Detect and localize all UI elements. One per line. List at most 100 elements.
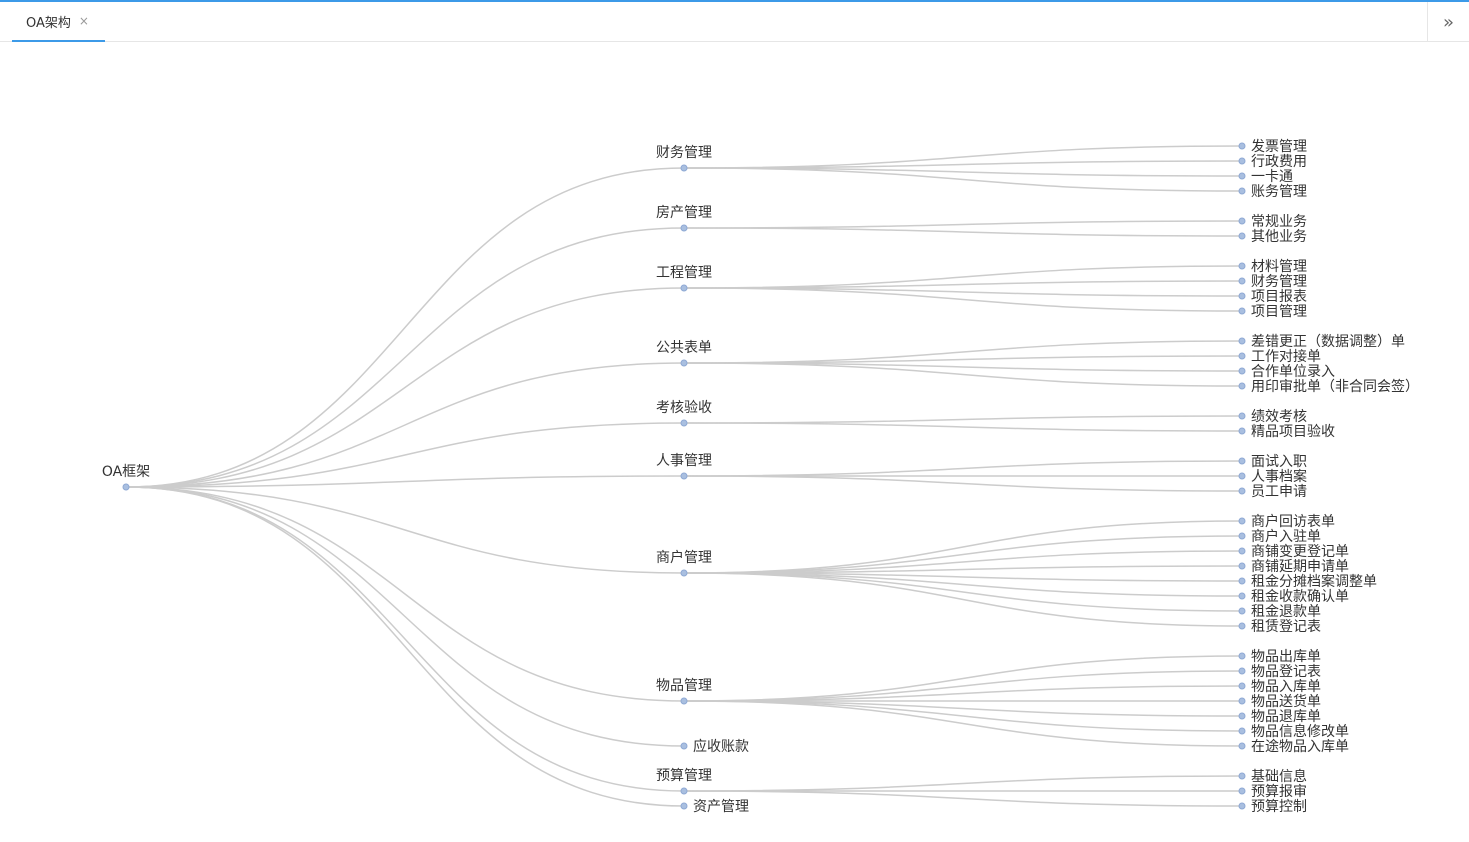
leaf-2-0-dot[interactable] [1238, 262, 1246, 270]
leaf-9-0-dot[interactable] [1238, 772, 1246, 780]
leaf-5-0-label: 面试入职 [1251, 454, 1307, 470]
leaf-4-1-dot[interactable] [1238, 427, 1246, 435]
leaf-0-3-label: 账务管理 [1251, 184, 1307, 200]
link-6-3 [683, 565, 1243, 574]
leaf-0-0-dot[interactable] [1238, 142, 1246, 150]
leaf-5-2-dot[interactable] [1238, 487, 1246, 495]
link-7-1 [683, 670, 1243, 702]
link-root-3 [125, 362, 685, 488]
leaf-0-1-dot[interactable] [1238, 157, 1246, 165]
branch-9-label: 预算管理 [656, 768, 712, 784]
leaf-3-2-label: 合作单位录入 [1251, 364, 1335, 380]
branch-4-label: 考核验收 [656, 400, 712, 416]
link-5-2 [683, 475, 1243, 492]
leaf-9-2-dot[interactable] [1238, 802, 1246, 810]
leaf-2-1-dot[interactable] [1238, 277, 1246, 285]
branch-9-dot[interactable] [680, 787, 688, 795]
root-dot[interactable] [122, 483, 130, 491]
leaf-5-1-dot[interactable] [1238, 472, 1246, 480]
link-1-0 [683, 220, 1243, 229]
leaf-2-2-dot[interactable] [1238, 292, 1246, 300]
leaf-6-2-label: 商铺变更登记单 [1251, 544, 1349, 560]
link-2-1 [683, 280, 1243, 289]
leaf-2-3-dot[interactable] [1238, 307, 1246, 315]
leaf-6-7-dot[interactable] [1238, 622, 1246, 630]
link-7-5 [683, 700, 1243, 732]
leaf-0-2-dot[interactable] [1238, 172, 1246, 180]
double-chevron-right-icon[interactable]: » [1427, 2, 1469, 42]
leaf-4-1-label: 精品项目验收 [1251, 424, 1335, 440]
leaf-4-0-dot[interactable] [1238, 412, 1246, 420]
leaf-6-2-dot[interactable] [1238, 547, 1246, 555]
link-4-0 [683, 415, 1243, 424]
leaf-0-0-label: 发票管理 [1251, 139, 1307, 155]
link-root-6 [125, 486, 685, 574]
leaf-1-1-dot[interactable] [1238, 232, 1246, 240]
leaf-9-1-dot[interactable] [1238, 787, 1246, 795]
leaf-1-0-dot[interactable] [1238, 217, 1246, 225]
link-3-2 [683, 362, 1243, 372]
link-0-3 [683, 167, 1243, 192]
leaf-6-7-label: 租赁登记表 [1251, 619, 1321, 635]
branch-8-dot[interactable] [680, 742, 688, 750]
leaf-2-3-label: 项目管理 [1251, 304, 1307, 320]
link-root-10 [125, 486, 685, 807]
link-root-1 [125, 227, 685, 488]
link-6-5 [683, 572, 1243, 597]
branch-1-dot[interactable] [680, 224, 688, 232]
leaf-2-1-label: 财务管理 [1251, 274, 1307, 290]
leaf-7-5-dot[interactable] [1238, 727, 1246, 735]
link-root-9 [125, 486, 685, 792]
leaf-3-1-label: 工作对接单 [1251, 348, 1321, 365]
leaf-7-1-dot[interactable] [1238, 667, 1246, 675]
close-icon[interactable]: × [78, 14, 89, 28]
branch-10-label: 资产管理 [693, 799, 749, 815]
branch-3-dot[interactable] [680, 359, 688, 367]
link-1-1 [683, 227, 1243, 237]
leaf-6-3-dot[interactable] [1238, 562, 1246, 570]
leaf-6-1-label: 商户入驻单 [1251, 528, 1321, 545]
link-2-2 [683, 287, 1243, 297]
leaf-0-3-dot[interactable] [1238, 187, 1246, 195]
leaf-6-0-dot[interactable] [1238, 517, 1246, 525]
leaf-7-4-dot[interactable] [1238, 712, 1246, 720]
branch-7-dot[interactable] [680, 697, 688, 705]
leaf-6-4-label: 租金分摊档案调整单 [1251, 573, 1377, 590]
link-4-1 [683, 422, 1243, 432]
leaf-7-2-label: 物品入库单 [1251, 679, 1321, 695]
leaf-7-0-dot[interactable] [1238, 652, 1246, 660]
leaf-0-1-label: 行政费用 [1251, 154, 1307, 170]
tab-oa-architecture[interactable]: OA架构 × [12, 2, 105, 42]
leaf-3-0-dot[interactable] [1238, 337, 1246, 345]
link-6-7 [683, 572, 1243, 627]
branch-5-dot[interactable] [680, 472, 688, 480]
branch-2-dot[interactable] [680, 284, 688, 292]
leaf-6-0-label: 商户回访表单 [1251, 513, 1335, 530]
branch-0-dot[interactable] [680, 164, 688, 172]
branch-10-dot[interactable] [680, 802, 688, 810]
leaf-6-1-dot[interactable] [1238, 532, 1246, 540]
tab-bar: OA架构 × » [0, 0, 1469, 42]
leaf-7-3-dot[interactable] [1238, 697, 1246, 705]
branch-6-label: 商户管理 [656, 549, 712, 566]
leaf-5-1-label: 人事档案 [1251, 468, 1307, 485]
link-5-0 [683, 460, 1243, 477]
leaf-6-6-dot[interactable] [1238, 607, 1246, 615]
link-root-8 [125, 486, 685, 747]
branch-6-dot[interactable] [680, 569, 688, 577]
leaf-5-0-dot[interactable] [1238, 457, 1246, 465]
leaf-7-6-dot[interactable] [1238, 742, 1246, 750]
leaf-6-4-dot[interactable] [1238, 577, 1246, 585]
leaf-3-2-dot[interactable] [1238, 367, 1246, 375]
link-3-3 [683, 362, 1243, 387]
leaf-5-2-label: 员工申请 [1251, 484, 1307, 500]
branch-4-dot[interactable] [680, 419, 688, 427]
leaf-6-5-dot[interactable] [1238, 592, 1246, 600]
leaf-3-1-dot[interactable] [1238, 352, 1246, 360]
link-9-0 [683, 775, 1243, 792]
link-7-0 [683, 655, 1243, 702]
leaf-6-5-label: 租金收款确认单 [1251, 589, 1349, 605]
leaf-4-0-label: 绩效考核 [1251, 409, 1307, 425]
leaf-3-3-dot[interactable] [1238, 382, 1246, 390]
leaf-7-2-dot[interactable] [1238, 682, 1246, 690]
